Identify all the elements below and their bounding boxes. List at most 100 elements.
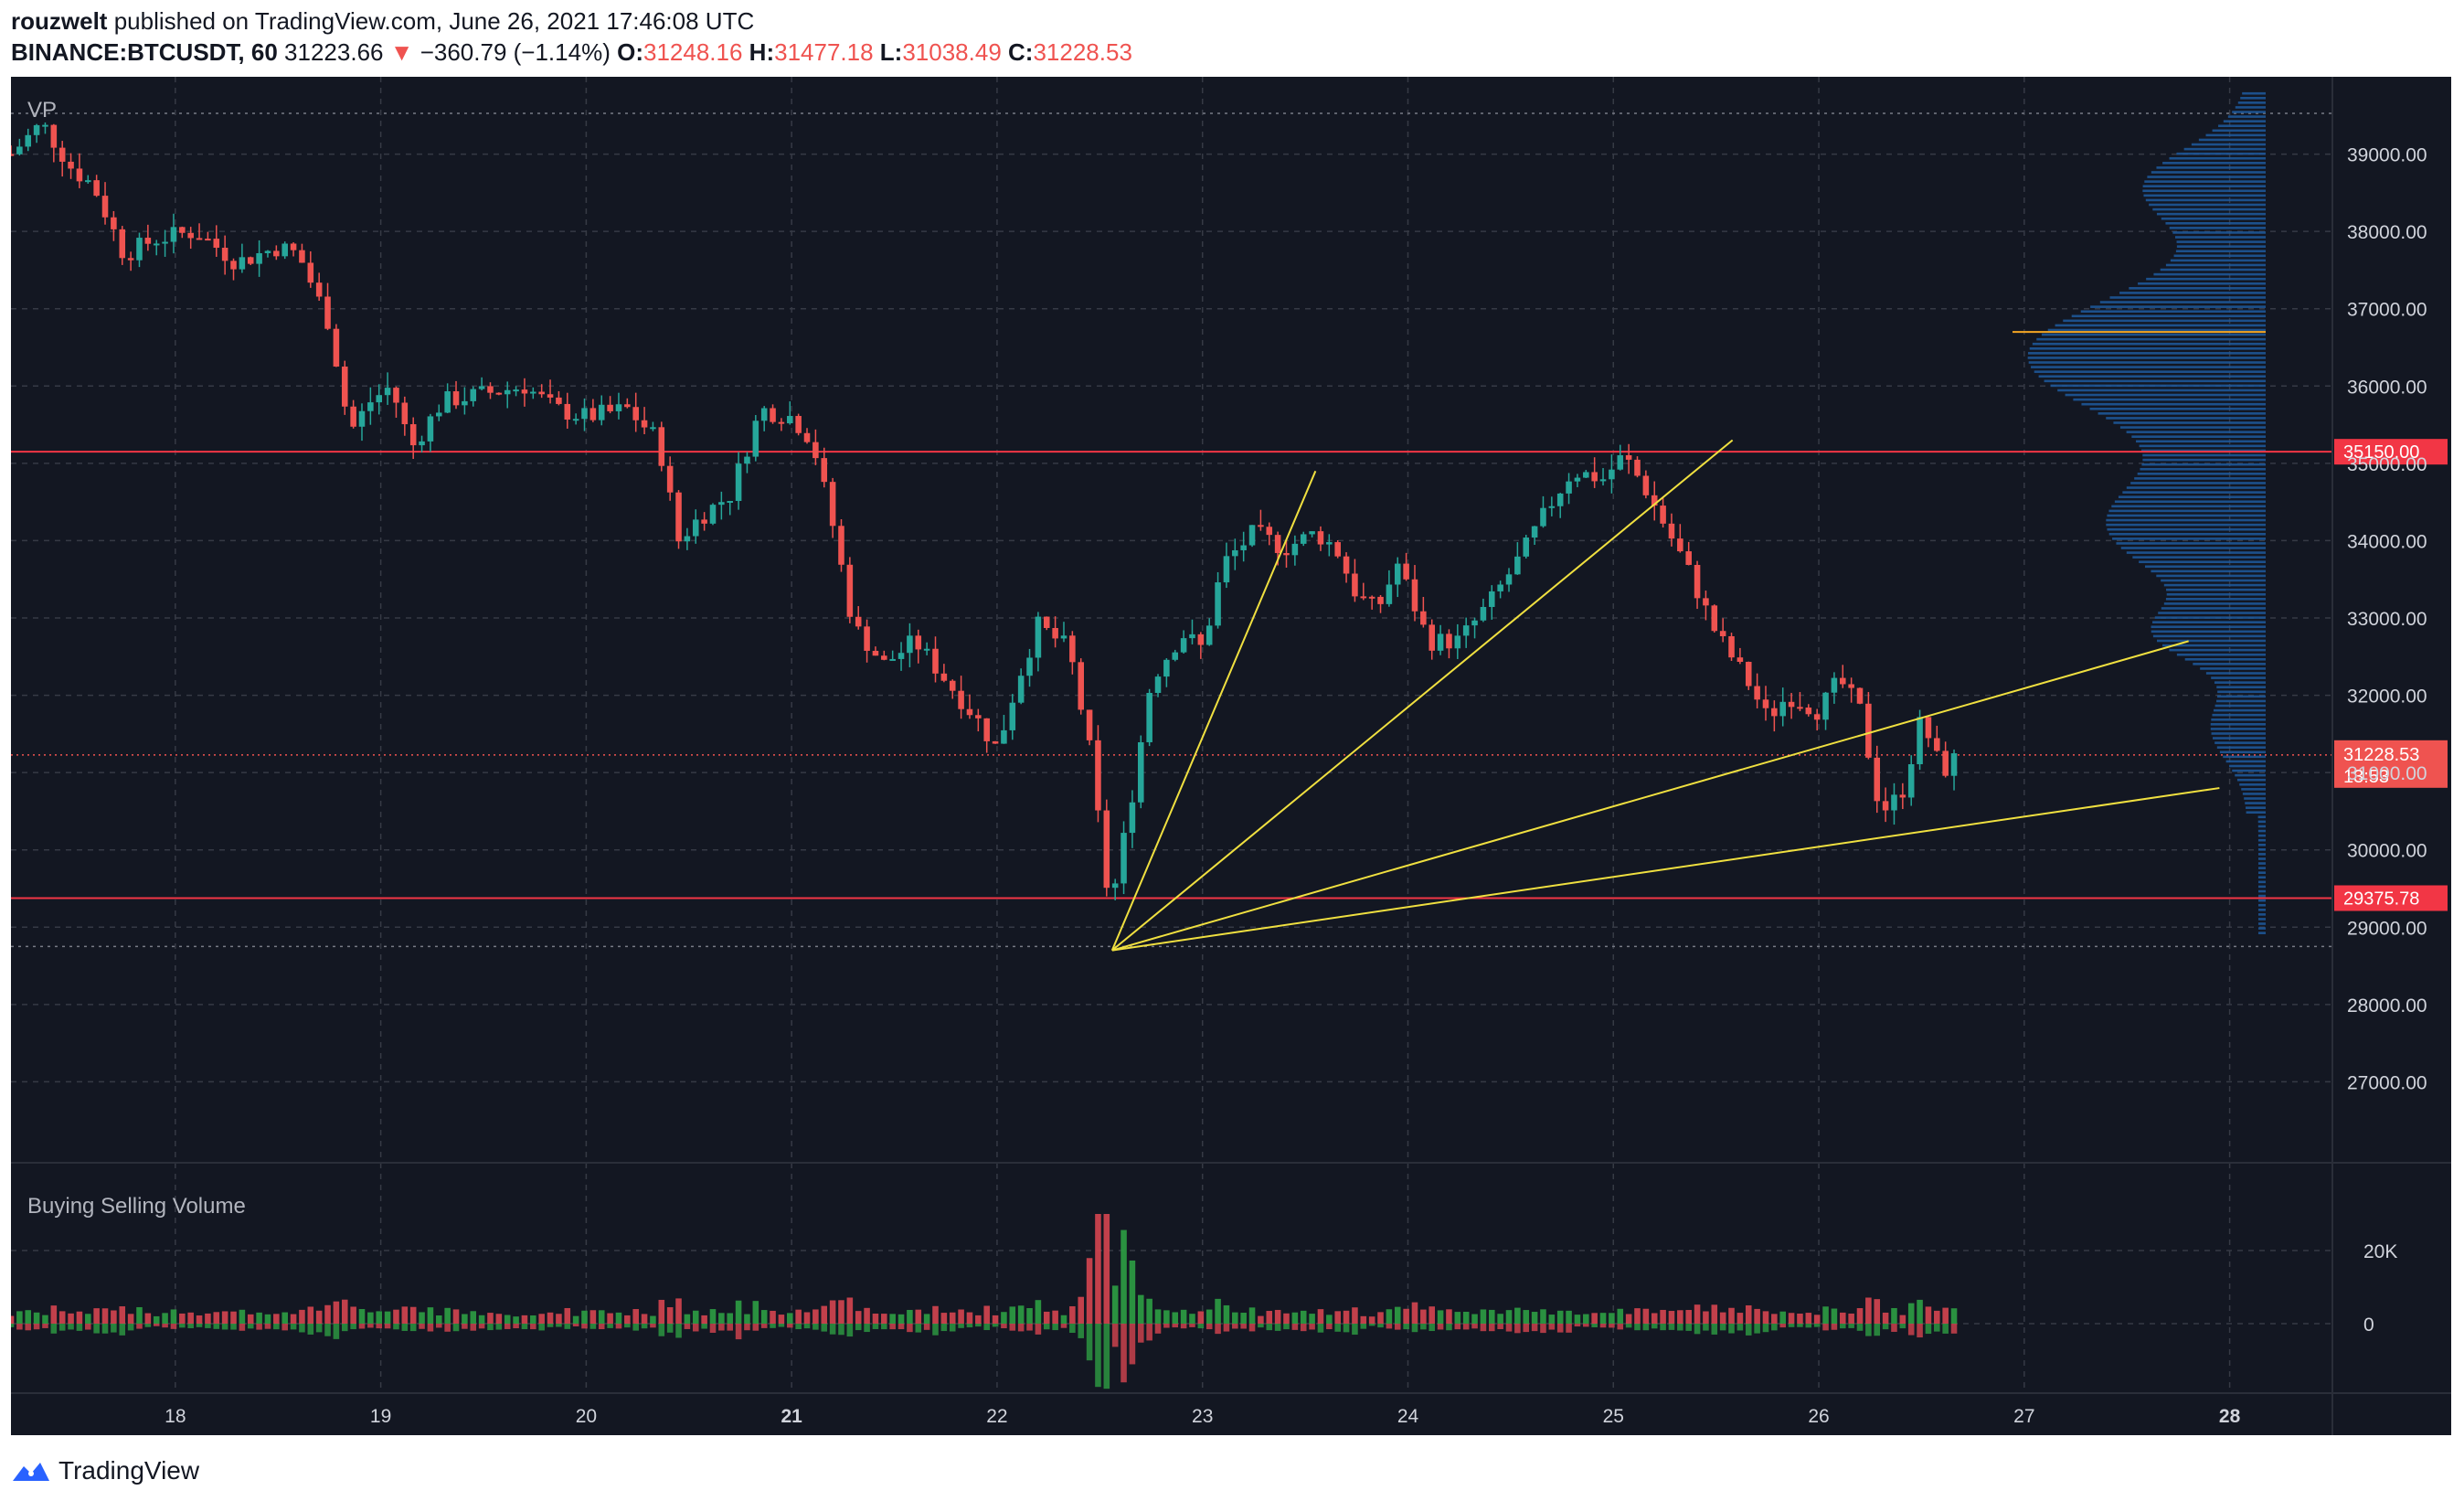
volume-bar-sell bbox=[983, 1324, 990, 1331]
profile-bar bbox=[2258, 894, 2266, 898]
candle-body bbox=[1283, 552, 1290, 556]
fan-line[interactable] bbox=[1111, 787, 2220, 952]
candle-body bbox=[958, 690, 964, 709]
volume-bar-sell bbox=[581, 1324, 588, 1329]
profile-bar bbox=[2146, 277, 2266, 281]
volume-bar-sell bbox=[1531, 1324, 1538, 1332]
volume-bar-sell bbox=[589, 1324, 597, 1329]
volume-bar-buy bbox=[1583, 1314, 1589, 1324]
volume-bar-sell bbox=[1609, 1324, 1615, 1328]
candle-body bbox=[1120, 833, 1127, 884]
volume-bar-buy bbox=[16, 1311, 23, 1324]
candle-body bbox=[1831, 677, 1838, 693]
profile-bar bbox=[2218, 124, 2266, 128]
candle-body bbox=[504, 389, 511, 395]
y-tick-label: 33000.00 bbox=[2347, 609, 2427, 630]
volume-bar-sell bbox=[119, 1324, 126, 1336]
volume-bar-buy bbox=[727, 1313, 734, 1324]
profile-bar bbox=[2257, 820, 2266, 824]
author-name[interactable]: rouzwelt bbox=[11, 7, 108, 35]
candle-body bbox=[589, 408, 597, 420]
profile-bar bbox=[2106, 518, 2266, 522]
candle-body bbox=[1103, 810, 1110, 889]
volume-bar-buy bbox=[281, 1312, 288, 1324]
candle-body bbox=[1934, 738, 1940, 751]
volume-bar-sell bbox=[812, 1324, 819, 1330]
volume-bar-sell bbox=[940, 1324, 948, 1332]
candle-body bbox=[1060, 635, 1067, 639]
volume-bar-buy bbox=[1403, 1308, 1409, 1324]
volume-bar-sell bbox=[504, 1324, 511, 1329]
vp-label[interactable]: VP bbox=[27, 98, 57, 122]
open-value: 31248.16 bbox=[643, 38, 743, 66]
volume-bar-sell bbox=[495, 1324, 503, 1330]
volume-bar-sell bbox=[1258, 1324, 1264, 1328]
profile-bar bbox=[2141, 463, 2266, 466]
volume-bar-sell bbox=[1831, 1324, 1838, 1330]
candle-body bbox=[307, 262, 314, 283]
volume-pane-title[interactable]: Buying Selling Volume bbox=[27, 1194, 246, 1219]
candle-body bbox=[495, 392, 503, 395]
volume-bar-buy bbox=[709, 1309, 717, 1324]
volume-bar-buy bbox=[958, 1309, 964, 1324]
candle-body bbox=[1548, 506, 1556, 508]
volume-bar-sell bbox=[376, 1324, 383, 1329]
candle-body bbox=[333, 328, 340, 367]
fan-line[interactable] bbox=[1111, 439, 1734, 952]
volume-bar-buy bbox=[1668, 1311, 1675, 1324]
volume-bar-sell bbox=[1197, 1324, 1205, 1329]
volume-profile bbox=[2013, 91, 2266, 934]
volume-bar-buy bbox=[675, 1298, 682, 1324]
candle-body bbox=[983, 718, 990, 741]
candle-body bbox=[367, 402, 374, 411]
tradingview-logo-icon bbox=[13, 1463, 49, 1481]
profile-bar bbox=[2236, 778, 2266, 782]
symbol-label[interactable]: BINANCE:BTCUSDT, 60 bbox=[11, 38, 278, 66]
candle-body bbox=[444, 391, 451, 413]
tradingview-brand[interactable]: TradingView bbox=[58, 1456, 200, 1485]
volume-bar-sell bbox=[358, 1324, 366, 1329]
volume-bar-buy bbox=[1839, 1312, 1846, 1324]
volume-bar-buy bbox=[760, 1310, 768, 1324]
volume-bar-sell bbox=[1283, 1324, 1290, 1330]
volume-bar-buy bbox=[1531, 1312, 1538, 1324]
chart-area[interactable]: 35150.00 29375.78 31228.53 13:53 39000.00 38… bbox=[11, 77, 2451, 1435]
volume-bar-sell bbox=[436, 1324, 442, 1328]
profile-bar bbox=[2212, 713, 2266, 717]
y-tick-label: 37000.00 bbox=[2347, 300, 2427, 321]
candle-body bbox=[975, 715, 982, 719]
candle-body bbox=[1497, 584, 1503, 591]
profile-bar bbox=[2214, 704, 2266, 708]
candle-body bbox=[1736, 657, 1744, 663]
profile-bar bbox=[2213, 737, 2266, 740]
trend-fan[interactable] bbox=[1110, 439, 2220, 952]
candle-body bbox=[1617, 454, 1624, 470]
volume-bar-buy bbox=[1026, 1308, 1033, 1324]
volume-bar-buy bbox=[1950, 1308, 1958, 1324]
profile-bar bbox=[2172, 231, 2266, 234]
profile-bar bbox=[2258, 903, 2266, 907]
volume-bar-sell bbox=[256, 1324, 262, 1330]
profile-bar bbox=[2176, 245, 2266, 248]
volume-bar-buy bbox=[658, 1299, 665, 1324]
profile-bar bbox=[2258, 918, 2266, 921]
volume-bar-sell bbox=[727, 1324, 734, 1331]
candle-body bbox=[1489, 591, 1495, 607]
volume-bar-sell bbox=[1138, 1324, 1144, 1343]
volume-bar-sell bbox=[932, 1324, 939, 1336]
volume-bar-buy bbox=[1086, 1258, 1093, 1324]
volume-bar-sell bbox=[350, 1324, 356, 1330]
candle-body bbox=[1454, 635, 1461, 649]
candle-body bbox=[709, 505, 717, 524]
volume-bar-sell bbox=[1163, 1324, 1170, 1328]
fan-line[interactable] bbox=[1110, 470, 1317, 952]
volume-bar-sell bbox=[1428, 1324, 1435, 1332]
volume-bar-buy bbox=[187, 1312, 194, 1324]
candle-body bbox=[393, 388, 399, 403]
fan-line[interactable] bbox=[1111, 640, 2189, 952]
candle-body bbox=[1797, 707, 1803, 709]
volume-bar-buy bbox=[230, 1311, 237, 1324]
volume-bar-buy bbox=[1205, 1309, 1213, 1324]
